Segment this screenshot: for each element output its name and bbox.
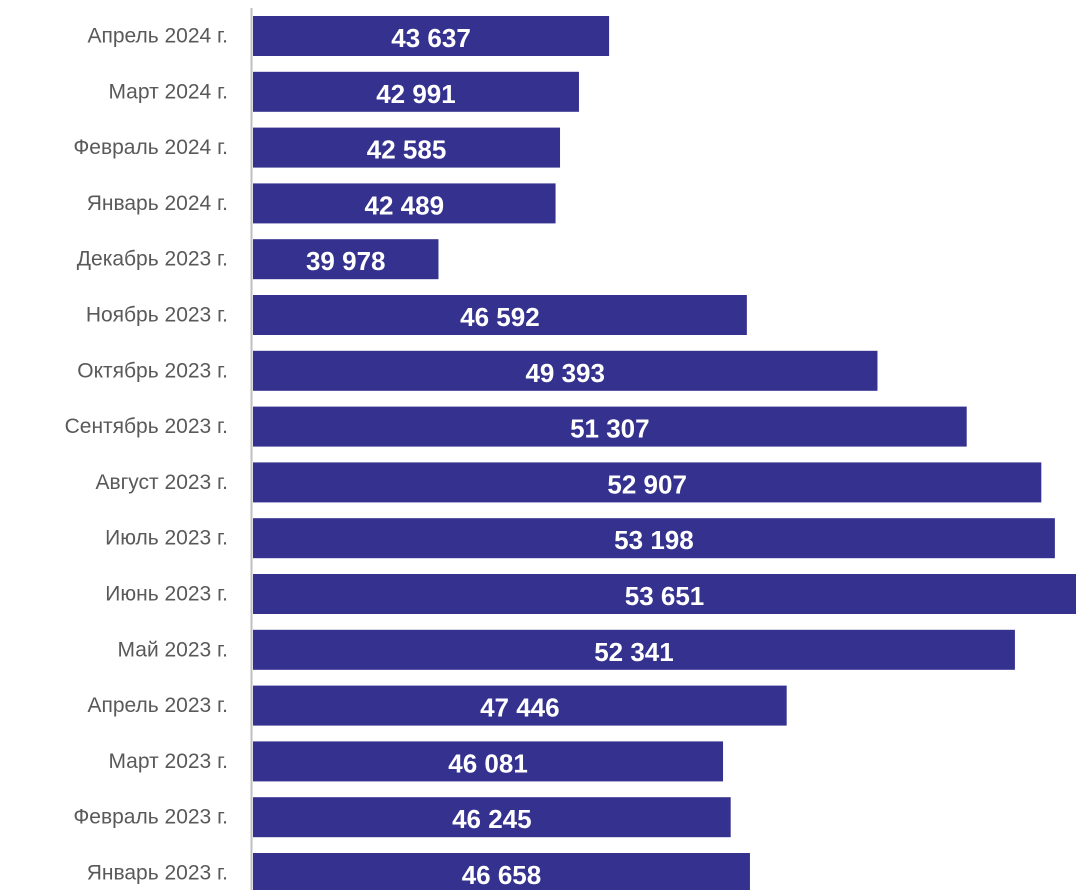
value-label: 46 658	[462, 860, 542, 890]
value-label: 43 637	[391, 23, 471, 53]
bar	[253, 462, 1042, 503]
value-label: 49 393	[525, 358, 605, 388]
category-label: Февраль 2024 г.	[73, 136, 228, 159]
value-label: 51 307	[570, 414, 650, 444]
bar	[253, 295, 747, 335]
bar	[253, 350, 878, 391]
bar	[253, 685, 787, 726]
category-label: Август 2023 г.	[95, 471, 228, 494]
value-label: 53 651	[625, 581, 705, 611]
bar	[253, 406, 967, 447]
bar	[253, 741, 724, 782]
value-label: 47 446	[480, 693, 560, 723]
category-label: Январь 2024 г.	[87, 192, 228, 215]
value-label: 52 907	[607, 469, 687, 499]
bar	[253, 16, 610, 56]
value-label: 46 592	[460, 302, 540, 332]
value-label: 53 198	[614, 525, 694, 555]
bars-group	[253, 16, 1076, 890]
bar	[253, 797, 731, 838]
bar	[253, 183, 556, 224]
category-labels-group: Апрель 2024 г. Март 2024 г. Февраль 2024 г…	[65, 25, 228, 885]
value-label: 46 081	[448, 748, 528, 778]
bar	[253, 518, 1055, 559]
bar	[253, 239, 439, 280]
category-label: Июнь 2023 г.	[105, 583, 228, 606]
value-label: 46 245	[452, 804, 532, 834]
value-label: 42 585	[367, 135, 447, 165]
value-label: 39 978	[306, 246, 386, 276]
category-label: Сентябрь 2023 г.	[65, 415, 228, 438]
bar	[253, 853, 750, 890]
category-label: Апрель 2024 г.	[87, 25, 228, 48]
bar	[253, 127, 561, 168]
bar	[253, 574, 1076, 614]
category-label: Июль 2023 г.	[105, 527, 228, 550]
bar	[253, 71, 579, 112]
category-label: Март 2023 г.	[108, 750, 228, 773]
value-label: 42 991	[376, 79, 456, 109]
category-label: Октябрь 2023 г.	[77, 359, 228, 382]
category-label: Январь 2023 г.	[87, 862, 228, 885]
value-label: 42 489	[365, 190, 445, 220]
bar	[253, 629, 1015, 670]
category-label: Ноябрь 2023 г.	[86, 304, 228, 327]
value-label: 52 341	[594, 637, 674, 667]
value-labels-group: 43 637 42 991 42 585 42 489 39 978 46 592 49 3…	[306, 23, 704, 890]
category-label: Май 2023 г.	[118, 638, 228, 661]
category-label: Апрель 2023 г.	[87, 694, 228, 717]
category-label: Декабрь 2023 г.	[77, 248, 228, 271]
category-label: Март 2024 г.	[108, 80, 228, 103]
category-label: Февраль 2023 г.	[73, 806, 228, 829]
